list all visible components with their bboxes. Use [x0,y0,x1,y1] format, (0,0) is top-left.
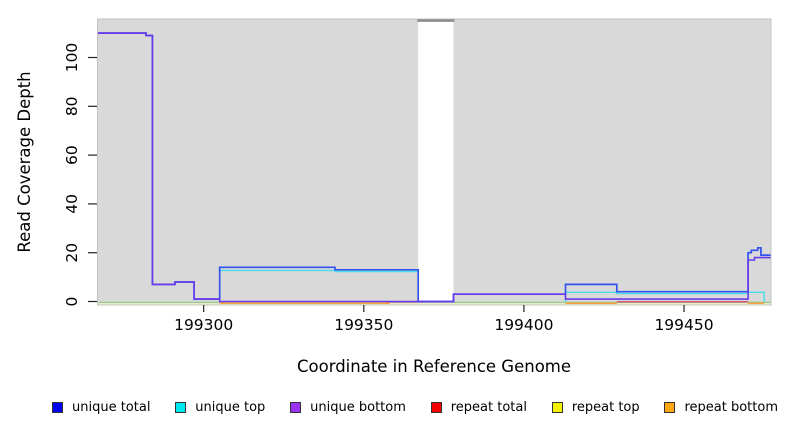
series-line-unique-bottom [98,32,771,303]
repeat-top-swatch-icon [551,401,563,413]
coverage-gap-band [418,20,454,305]
x-tick-label: 199350 [334,316,393,334]
unique-bottom-swatch-icon [290,401,302,413]
coverage-chart: 199300 199350 199400 199450 0 20 40 60 80 100 Coo… [15,18,772,376]
y-tick-label: 60 [63,145,81,165]
x-tick-label: 199400 [494,316,553,334]
axes: 199300 199350 199400 199450 0 20 40 60 80 100 [63,43,714,334]
legend: unique total unique top unique bottom re… [0,395,792,419]
unique-total-swatch-icon [52,401,63,413]
series-lines [98,32,771,305]
repeat-total-swatch-icon [430,401,442,413]
x-tick-label: 199300 [174,316,233,334]
legend-label: repeat total [450,399,527,415]
legend-label: repeat bottom [684,399,778,415]
y-tick-label: 80 [63,96,81,116]
y-tick-label: 100 [63,43,81,73]
legend-item-unique-total: unique total [52,400,150,415]
legend-label: unique top [195,399,266,415]
x-tick-label: 199450 [654,316,713,334]
y-tick-label: 0 [63,297,81,307]
x-axis-title: Coordinate in Reference Genome [297,357,571,376]
legend-item-unique-bottom: unique bottom [290,400,406,415]
legend-item-repeat-top: repeat top [551,399,640,415]
legend-item-repeat-total: repeat total [430,399,527,415]
legend-label: unique total [72,399,151,415]
y-axis-title: Read Coverage Depth [15,71,34,252]
legend-item-repeat-bottom: repeat bottom [664,400,778,415]
unique-top-swatch-icon [175,401,187,413]
y-tick-label: 20 [63,243,81,263]
plot-panel [97,18,772,306]
legend-label: unique bottom [310,399,406,415]
legend-label: repeat top [571,399,640,415]
legend-item-unique-top: unique top [175,400,265,415]
repeat-bottom-swatch-icon [664,401,676,413]
y-tick-label: 40 [63,194,81,214]
